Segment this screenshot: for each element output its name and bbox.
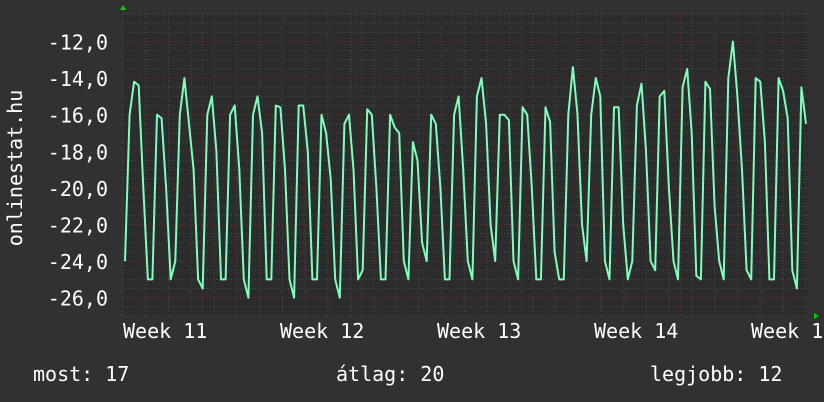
y-tick-label: -12,0 bbox=[48, 30, 108, 54]
y-tick-label: -20,0 bbox=[48, 177, 108, 201]
y-tick-label: -18,0 bbox=[48, 140, 108, 164]
x-tick-label: Week 14 bbox=[594, 319, 678, 343]
y-tick-label: -16,0 bbox=[48, 104, 108, 128]
y-tick-label: -22,0 bbox=[48, 213, 108, 237]
y-axis: -12,0 -14,0 -16,0 -18,0 -20,0 -22,0 -24,0 -26,0 bbox=[48, 30, 108, 310]
series-line bbox=[124, 40, 807, 299]
x-tick-label: Week 11 bbox=[123, 319, 207, 343]
legend-average: átlag: 20 bbox=[336, 362, 445, 386]
x-tick-label: Week 13 bbox=[437, 319, 521, 343]
y-tick-label: -26,0 bbox=[48, 287, 108, 311]
y-axis-arrow-icon bbox=[120, 5, 126, 10]
legend-best: legjobb: 12 bbox=[650, 362, 783, 386]
y-axis-label: onlinestat.hu bbox=[3, 90, 27, 247]
x-axis-arrow-icon bbox=[814, 313, 819, 319]
y-tick-label: -14,0 bbox=[48, 67, 108, 91]
x-tick-label: Week 12 bbox=[280, 319, 364, 343]
x-tick-label: Week 1 bbox=[751, 319, 823, 343]
y-tick-label: -24,0 bbox=[48, 250, 108, 274]
x-axis: Week 11 Week 12 Week 13 Week 14 Week 1 bbox=[123, 319, 823, 343]
legend-current: most: 17 bbox=[33, 362, 130, 386]
